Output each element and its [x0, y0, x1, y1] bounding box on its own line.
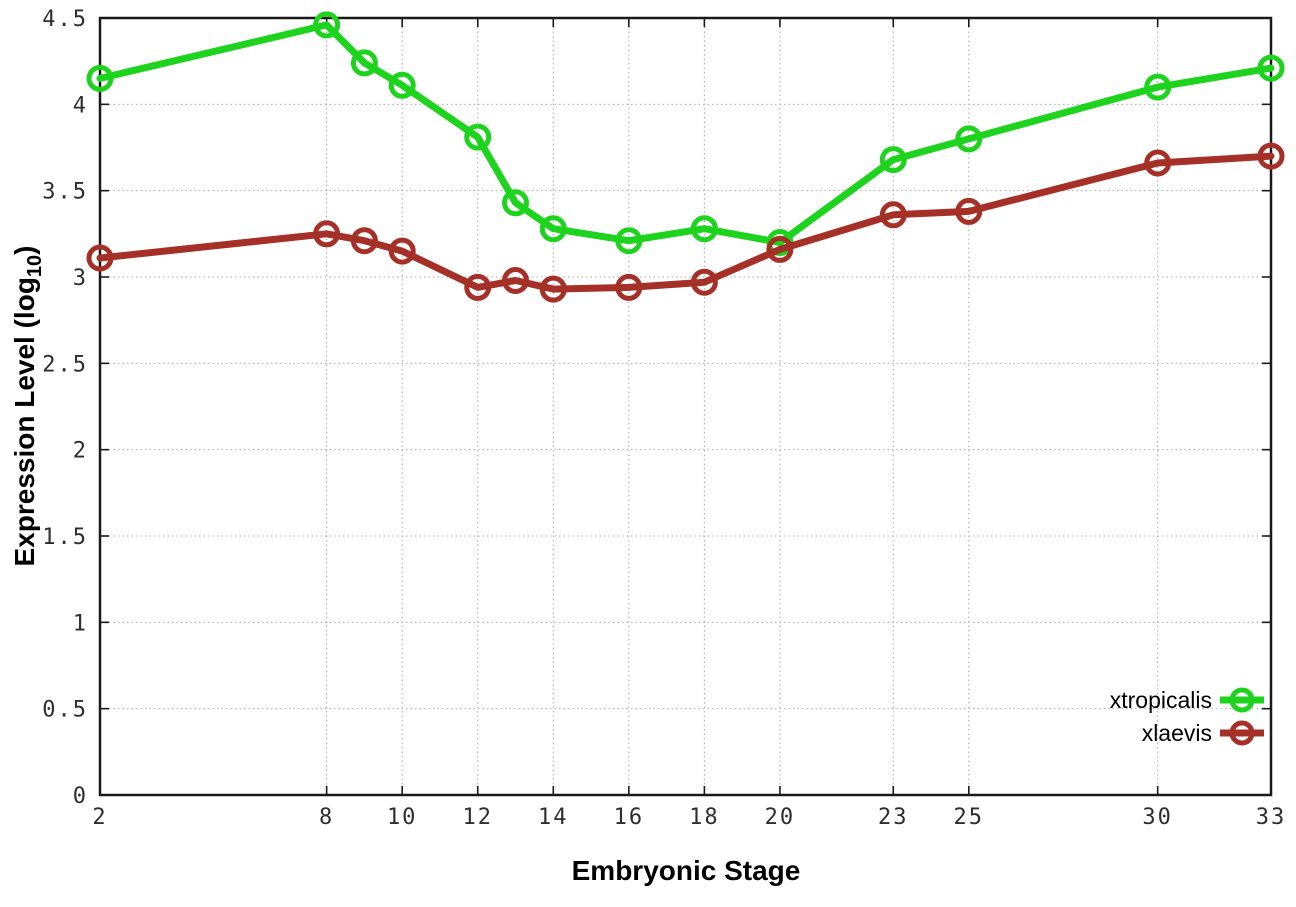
data-point-xtropicalis [615, 227, 643, 255]
x-tick-label: 20 [765, 805, 796, 830]
x-tick-label: 2 [92, 805, 107, 830]
data-point-xlaevis [1257, 142, 1285, 170]
legend: xtropicalis xlaevis [1110, 687, 1264, 746]
legend-label-xtropicalis: xtropicalis [1110, 687, 1212, 713]
data-point-xtropicalis [350, 49, 378, 77]
series-line-xlaevis [96, 152, 1275, 293]
y-tick-label: 1.5 [42, 525, 88, 550]
y-tick-label: 4.5 [42, 7, 88, 32]
data-point-xlaevis [1144, 149, 1172, 177]
x-tick-label: 33 [1256, 805, 1287, 830]
data-point-xtropicalis [1257, 54, 1285, 82]
data-point-xlaevis [313, 220, 341, 248]
x-tick-label: 30 [1142, 805, 1173, 830]
data-point-xlaevis [86, 244, 114, 272]
data-point-xlaevis [955, 197, 983, 225]
data-point-xtropicalis [464, 123, 492, 151]
y-tick-label: 1 [73, 611, 88, 636]
x-tick-label: 23 [878, 805, 909, 830]
data-point-xtropicalis [690, 215, 718, 243]
legend-item-xtropicalis: xtropicalis [1110, 687, 1264, 713]
series-xtropicalis [86, 11, 1285, 256]
data-point-xlaevis [690, 268, 718, 296]
series-layer [86, 11, 1285, 303]
gridlines [100, 18, 1271, 795]
y-tick-label: 0.5 [42, 698, 88, 723]
y-tick-label: 2 [73, 439, 88, 464]
tick-labels: 2 8 10 12 14 16 18 20 23 25 30 33 0 0.5 1 1.5 2 2.5 3 3.5 4 4… [42, 7, 1287, 830]
data-point-xtropicalis [539, 215, 567, 243]
x-tick-label: 8 [319, 805, 334, 830]
y-tick-label: 2.5 [42, 352, 88, 377]
data-point-xtropicalis [86, 64, 114, 92]
x-tick-label: 12 [462, 805, 493, 830]
data-point-xlaevis [464, 273, 492, 301]
data-point-xtropicalis [955, 125, 983, 153]
data-point-xtropicalis [1144, 73, 1172, 101]
data-point-xlaevis [388, 237, 416, 265]
y-tick-label: 0 [73, 784, 88, 809]
y-tick-label: 4 [73, 93, 88, 118]
plot-border [98, 16, 1273, 797]
x-tick-label: 18 [689, 805, 720, 830]
series-xlaevis [86, 142, 1285, 303]
legend-marker-xlaevis [1229, 720, 1255, 746]
y-tick-label: 3.5 [42, 180, 88, 205]
legend-marker-xtropicalis [1229, 687, 1255, 713]
x-tick-label: 14 [538, 805, 569, 830]
x-tick-label: 16 [614, 805, 645, 830]
legend-label-xlaevis: xlaevis [1142, 720, 1212, 746]
data-point-xlaevis [350, 227, 378, 255]
data-point-xlaevis [879, 201, 907, 229]
y-axis-title: Expression Level (log10) [9, 246, 46, 567]
data-point-xlaevis [766, 235, 794, 263]
data-point-xtropicalis [313, 11, 341, 39]
x-tick-label: 25 [954, 805, 985, 830]
data-point-xlaevis [615, 273, 643, 301]
data-point-xtropicalis [388, 71, 416, 99]
axis-ticks [99, 17, 1272, 796]
x-tick-label: 10 [387, 805, 418, 830]
y-tick-label: 3 [73, 266, 88, 291]
data-point-xtropicalis [502, 189, 529, 217]
legend-item-xlaevis: xlaevis [1142, 720, 1264, 746]
x-axis-title: Embryonic Stage [572, 855, 801, 886]
data-point-xlaevis [502, 267, 529, 294]
series-line-xtropicalis [96, 21, 1275, 246]
data-point-xtropicalis [879, 146, 907, 174]
data-point-xlaevis [539, 275, 567, 303]
